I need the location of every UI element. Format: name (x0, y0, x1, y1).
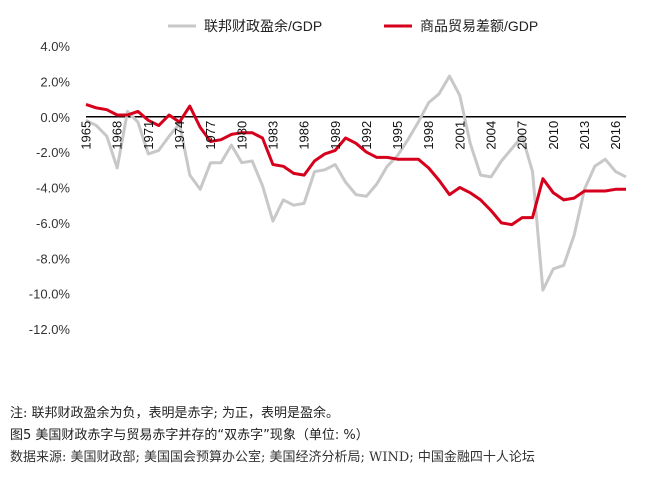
y-tick-label: 2.0% (40, 74, 70, 89)
notes-block: 注: 联邦财政盈余为负，表明是赤字; 为正，表明是盈余。 图5 美国财政赤字与贸… (10, 406, 650, 472)
x-tick-label: 1965 (79, 121, 94, 150)
x-tick-label: 1995 (390, 121, 405, 150)
y-tick-label: -6.0% (36, 216, 70, 231)
x-tick-label: 1983 (265, 121, 280, 150)
y-tick-label: -2.0% (36, 145, 70, 160)
x-tick-label: 1989 (328, 121, 343, 150)
y-tick-label: -12.0% (29, 322, 71, 337)
x-tick-label: 2001 (452, 121, 467, 150)
x-tick-label: 2004 (484, 121, 499, 150)
x-tick-label: 1974 (172, 121, 187, 150)
line-chart: 4.0% 2.0% 0.0% -2.0% -4.0% -6.0% -8.0% -10.0% -1… (29, 18, 627, 337)
legend-label: 联邦财政盈余/GDP (204, 18, 322, 34)
x-tick-label: 1977 (203, 121, 218, 150)
data-source: 数据来源: 美国财政部; 美国国会预算办公室; 美国经济分析局; WIND; 中… (10, 450, 535, 465)
series-line-trade-balance (85, 102, 626, 227)
series-line-fiscal-balance (85, 74, 627, 292)
legend-label: 商品贸易差额/GDP (420, 18, 538, 34)
x-tick-label: 2007 (515, 121, 530, 150)
y-tick-label: -4.0% (36, 181, 70, 196)
x-tick-label: 1986 (297, 121, 312, 150)
x-tick-label: 1971 (141, 121, 156, 150)
y-tick-label: 4.0% (40, 39, 70, 54)
x-tick-label: 1998 (421, 121, 436, 150)
x-tick-label: 1992 (359, 121, 374, 150)
figure-caption: 图5 美国财政赤字与贸易赤字并存的“双赤字”现象（单位: %） (10, 428, 369, 443)
x-tick-label: 2010 (546, 121, 561, 150)
x-tick-label: 2016 (608, 121, 623, 150)
x-tick-label: 2013 (577, 121, 592, 150)
y-tick-label: -8.0% (36, 251, 70, 266)
y-tick-label: 0.0% (40, 110, 70, 125)
chart-note: 注: 联邦财政盈余为负，表明是赤字; 为正，表明是盈余。 (10, 406, 340, 421)
x-tick-label: 1980 (234, 121, 249, 150)
x-tick-label: 1968 (110, 121, 125, 150)
chart-area: 4.0% 2.0% 0.0% -2.0% -4.0% -6.0% -8.0% -10.0% -1… (29, 18, 627, 337)
y-tick-label: -10.0% (29, 287, 71, 302)
